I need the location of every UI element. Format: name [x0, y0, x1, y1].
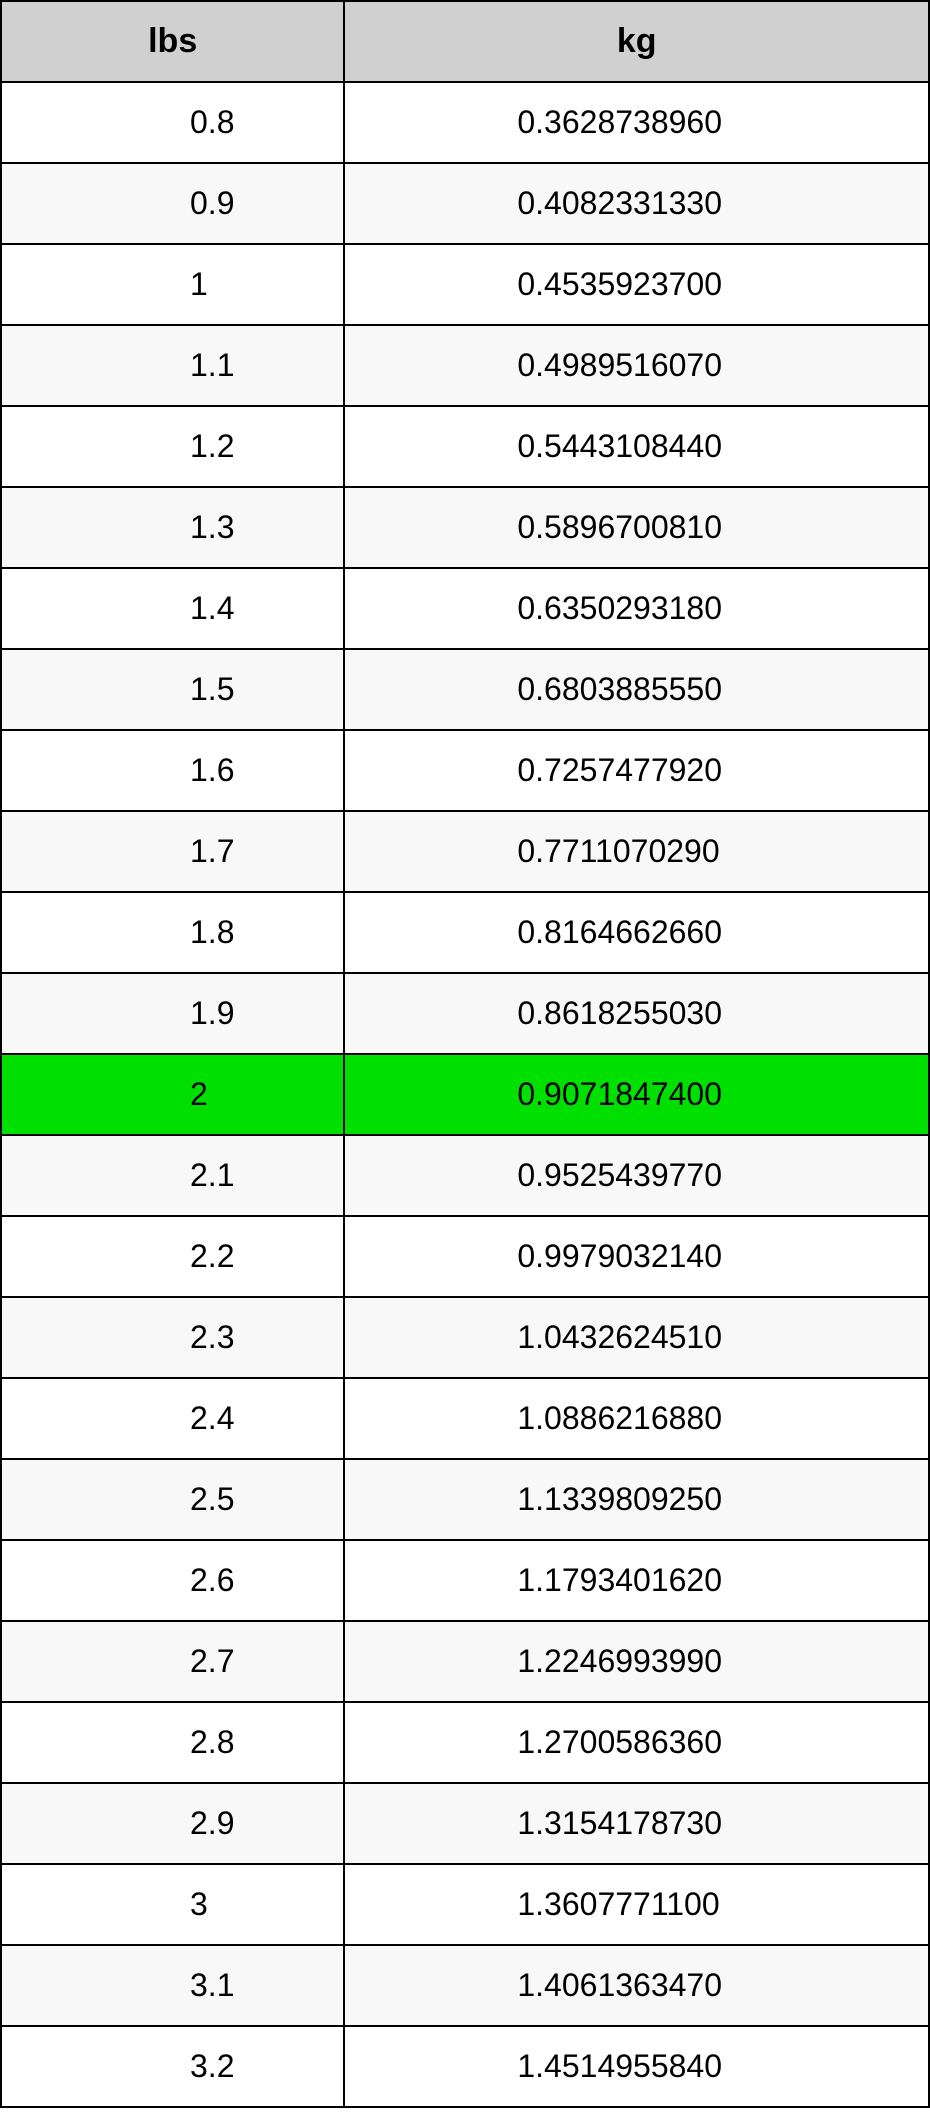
- cell-lbs: 2: [1, 1054, 344, 1135]
- table-row: 1.70.7711070290: [1, 811, 929, 892]
- cell-lbs: 2.4: [1, 1378, 344, 1459]
- table-row: 1.60.7257477920: [1, 730, 929, 811]
- table-row: 1.20.5443108440: [1, 406, 929, 487]
- cell-lbs: 2.6: [1, 1540, 344, 1621]
- cell-kg: 1.1793401620: [344, 1540, 929, 1621]
- table-row: 1.90.8618255030: [1, 973, 929, 1054]
- cell-kg: 1.4061363470: [344, 1945, 929, 2026]
- table-row: 31.3607771100: [1, 1864, 929, 1945]
- cell-kg: 0.5896700810: [344, 487, 929, 568]
- table-row: 1.50.6803885550: [1, 649, 929, 730]
- cell-lbs: 1.8: [1, 892, 344, 973]
- cell-kg: 1.0432624510: [344, 1297, 929, 1378]
- cell-lbs: 1.1: [1, 325, 344, 406]
- table-row: 0.80.3628738960: [1, 82, 929, 163]
- cell-lbs: 2.8: [1, 1702, 344, 1783]
- cell-kg: 0.5443108440: [344, 406, 929, 487]
- table-row: 2.61.1793401620: [1, 1540, 929, 1621]
- cell-kg: 0.6350293180: [344, 568, 929, 649]
- cell-kg: 0.9071847400: [344, 1054, 929, 1135]
- table-row: 1.40.6350293180: [1, 568, 929, 649]
- cell-kg: 0.3628738960: [344, 82, 929, 163]
- cell-lbs: 2.2: [1, 1216, 344, 1297]
- cell-lbs: 3.2: [1, 2026, 344, 2107]
- table-row: 2.71.2246993990: [1, 1621, 929, 1702]
- cell-lbs: 0.9: [1, 163, 344, 244]
- table-row: 2.20.9979032140: [1, 1216, 929, 1297]
- cell-lbs: 3.1: [1, 1945, 344, 2026]
- cell-lbs: 1.7: [1, 811, 344, 892]
- cell-lbs: 2.9: [1, 1783, 344, 1864]
- cell-lbs: 1.4: [1, 568, 344, 649]
- table-body: 0.80.36287389600.90.408233133010.4535923…: [1, 82, 929, 2107]
- cell-kg: 1.2246993990: [344, 1621, 929, 1702]
- cell-lbs: 1: [1, 244, 344, 325]
- column-header-kg: kg: [344, 1, 929, 82]
- cell-lbs: 2.3: [1, 1297, 344, 1378]
- cell-lbs: 2.1: [1, 1135, 344, 1216]
- table-row: 1.30.5896700810: [1, 487, 929, 568]
- table-row: 10.4535923700: [1, 244, 929, 325]
- cell-kg: 1.3607771100: [344, 1864, 929, 1945]
- cell-kg: 0.9525439770: [344, 1135, 929, 1216]
- cell-kg: 0.6803885550: [344, 649, 929, 730]
- cell-kg: 0.4535923700: [344, 244, 929, 325]
- cell-kg: 1.2700586360: [344, 1702, 929, 1783]
- table-row: 3.11.4061363470: [1, 1945, 929, 2026]
- cell-lbs: 3: [1, 1864, 344, 1945]
- cell-lbs: 1.2: [1, 406, 344, 487]
- table-header-row: lbs kg: [1, 1, 929, 82]
- conversion-table: lbs kg 0.80.36287389600.90.408233133010.…: [0, 0, 930, 2108]
- cell-kg: 0.4989516070: [344, 325, 929, 406]
- cell-kg: 0.7711070290: [344, 811, 929, 892]
- cell-kg: 0.4082331330: [344, 163, 929, 244]
- column-header-lbs: lbs: [1, 1, 344, 82]
- table-row: 2.31.0432624510: [1, 1297, 929, 1378]
- cell-lbs: 1.9: [1, 973, 344, 1054]
- cell-kg: 0.9979032140: [344, 1216, 929, 1297]
- cell-lbs: 0.8: [1, 82, 344, 163]
- table-row: 1.80.8164662660: [1, 892, 929, 973]
- table-row: 2.10.9525439770: [1, 1135, 929, 1216]
- table-row: 20.9071847400: [1, 1054, 929, 1135]
- cell-kg: 0.7257477920: [344, 730, 929, 811]
- table-row: 2.41.0886216880: [1, 1378, 929, 1459]
- table-row: 3.21.4514955840: [1, 2026, 929, 2107]
- table-row: 2.81.2700586360: [1, 1702, 929, 1783]
- cell-lbs: 2.5: [1, 1459, 344, 1540]
- cell-kg: 1.4514955840: [344, 2026, 929, 2107]
- table-row: 2.51.1339809250: [1, 1459, 929, 1540]
- table-row: 1.10.4989516070: [1, 325, 929, 406]
- cell-kg: 0.8618255030: [344, 973, 929, 1054]
- cell-kg: 0.8164662660: [344, 892, 929, 973]
- cell-kg: 1.3154178730: [344, 1783, 929, 1864]
- cell-lbs: 1.5: [1, 649, 344, 730]
- conversion-table-container: lbs kg 0.80.36287389600.90.408233133010.…: [0, 0, 930, 2108]
- table-row: 2.91.3154178730: [1, 1783, 929, 1864]
- table-row: 0.90.4082331330: [1, 163, 929, 244]
- cell-lbs: 1.3: [1, 487, 344, 568]
- cell-kg: 1.1339809250: [344, 1459, 929, 1540]
- cell-lbs: 1.6: [1, 730, 344, 811]
- cell-lbs: 2.7: [1, 1621, 344, 1702]
- cell-kg: 1.0886216880: [344, 1378, 929, 1459]
